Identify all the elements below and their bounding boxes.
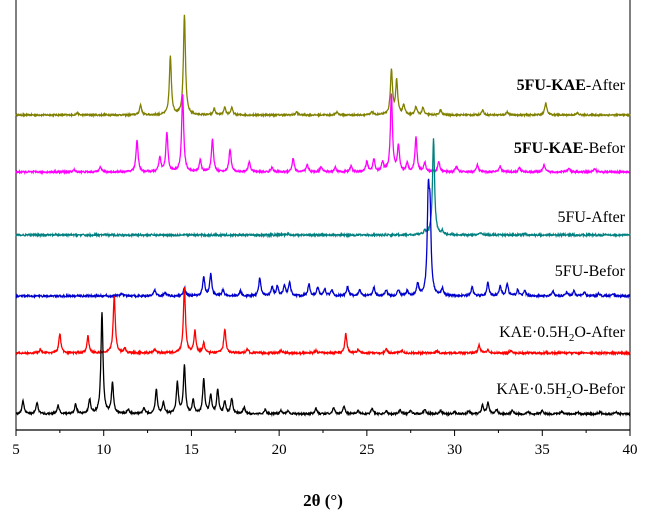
x-tick-label-35: 35 [535,442,550,458]
series-label-6-part-1: KAE·0.5H [496,381,566,398]
x-tick-label-40: 40 [623,442,638,458]
series-label-3-part-1: 5FU-After [557,209,625,226]
series-label-2: 5FU-KAE-Befor [514,140,626,157]
series-trace-5 [15,287,631,357]
x-ticks-group: 5 10 15 20 25 30 35 40 [12,430,638,458]
series-label-4-part-1: 5FU-Befor [555,263,626,280]
x-axis-title-symbol: 2θ [303,491,321,510]
x-axis-title: 2θ (°) [303,491,343,510]
series-trace-2 [15,93,631,176]
series-label-1: 5FU-KAE-After [517,77,626,94]
series-label-2-part-3: -Befor [583,140,625,157]
series-trace-1 [15,14,631,119]
x-tick-label-25: 25 [359,442,374,458]
series-trace-3 [15,138,631,239]
series-label-5-part-1: KAE·0.5H [499,324,569,341]
series-label-5-part-3: O-After [574,324,625,341]
x-tick-label-20: 20 [272,442,287,458]
series-label-1-part-2: KAE [551,77,586,94]
plot-frame [15,0,631,431]
series-label-5-part-2: 2 [569,332,575,344]
series-label-1-part-3: -After [586,77,626,94]
x-tick-label-10: 10 [96,442,111,458]
series-trace-4 [15,178,631,300]
traces-group [15,14,631,418]
series-label-6-part-3: O-Befor [572,381,626,398]
x-tick-label-15: 15 [184,442,199,458]
series-label-1-part-1: 5FU- [517,77,552,94]
x-tick-label-5: 5 [12,442,20,458]
series-label-4: 5FU-Befor [555,263,626,280]
series-label-2-part-2: KAE [549,140,584,157]
series-labels-group: 5FU-KAE-After5FU-KAE-Befor5FU-After5FU-B… [496,77,625,401]
series-label-2-part-1: 5FU- [514,140,549,157]
x-axis-title-unit: (°) [321,491,343,510]
x-tick-label-30: 30 [447,442,462,458]
series-label-6: KAE·0.5H2O-Befor [496,381,625,401]
series-label-3: 5FU-After [557,209,625,226]
series-label-6-part-2: 2 [566,389,572,401]
series-trace-6 [15,312,631,418]
series-label-5: KAE·0.5H2O-After [499,324,626,344]
